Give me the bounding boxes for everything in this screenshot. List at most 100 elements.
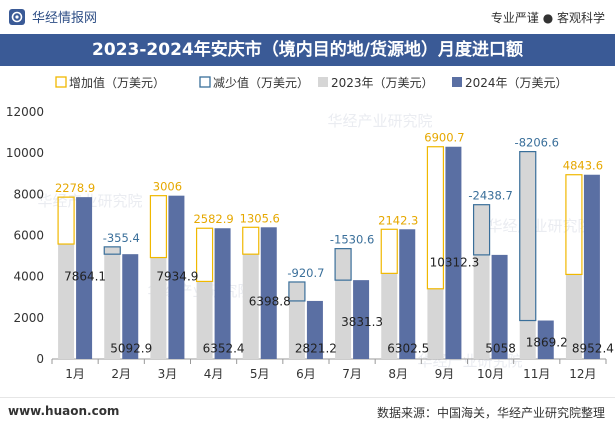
bar-2024 bbox=[260, 227, 277, 359]
legend-swatch-2023 bbox=[318, 77, 328, 87]
change-box-decrease bbox=[288, 281, 306, 302]
bar-2023 bbox=[196, 281, 213, 359]
bar-2024 bbox=[399, 229, 416, 359]
y-tick-label: 8000 bbox=[13, 187, 44, 201]
y-tick-label: 12000 bbox=[6, 105, 44, 119]
bar-2023 bbox=[242, 254, 259, 359]
change-box-increase bbox=[565, 174, 583, 276]
legend-swatch-decrease bbox=[199, 76, 211, 88]
value-label-2024: 6398.8 bbox=[249, 294, 291, 308]
x-tick-label: 10月 bbox=[477, 367, 504, 381]
x-tick-label: 3月 bbox=[158, 367, 178, 381]
footer: www.huaon.com 数据来源：中国海关，华经产业研究院整理 bbox=[0, 397, 615, 428]
bars bbox=[57, 146, 600, 359]
change-label: -2438.7 bbox=[468, 189, 512, 203]
change-box-decrease bbox=[334, 248, 352, 281]
bar-2024 bbox=[353, 280, 370, 359]
bar-2024 bbox=[491, 254, 508, 359]
footer-url: www.huaon.com bbox=[8, 404, 120, 418]
x-tick-label: 5月 bbox=[250, 367, 270, 381]
brand-logo-icon bbox=[9, 8, 25, 25]
axes: 0 2000 4000 6000 8000 10000 12000 1月 2月 3月 4月 5月 6月 7… bbox=[6, 105, 607, 381]
bar-2024 bbox=[76, 197, 93, 359]
x-tick-label: 2月 bbox=[111, 367, 131, 381]
change-box-increase bbox=[195, 227, 214, 283]
bar-2024 bbox=[306, 300, 323, 359]
x-tick-label: 7月 bbox=[342, 367, 362, 381]
x-tick-label: 9月 bbox=[435, 367, 455, 381]
bar-2024 bbox=[445, 146, 462, 359]
bar-2023 bbox=[381, 273, 398, 359]
x-tick-label: 4月 bbox=[204, 367, 224, 381]
bar-2024 bbox=[122, 254, 139, 359]
bar-2023 bbox=[473, 204, 490, 359]
bar-2023 bbox=[104, 246, 121, 359]
change-box-decrease bbox=[519, 151, 537, 322]
change-label: 2278.9 bbox=[55, 181, 95, 195]
y-tick-label: 0 bbox=[36, 352, 44, 366]
legend-label: 增加值（万美元） bbox=[69, 75, 165, 90]
y-tick-label: 10000 bbox=[6, 146, 44, 160]
bar-chart: 华经产业研究院华经产业研究院华经产业研究院华经产业研究院华经产业研究院 增加值（… bbox=[6, 75, 614, 381]
bar-2024 bbox=[537, 320, 554, 359]
chart-title: 2023-2024年安庆市（境内目的地/货源地）月度进口额 bbox=[92, 40, 523, 60]
y-tick-label: 2000 bbox=[13, 311, 44, 325]
bar-2023 bbox=[565, 274, 582, 359]
value-label-2024: 7934.9 bbox=[156, 270, 198, 284]
legend-label: 减少值（万美元） bbox=[213, 75, 309, 90]
value-label-2024: 8952.4 bbox=[572, 342, 614, 356]
change-box-decrease bbox=[472, 204, 491, 256]
bar-2024 bbox=[168, 195, 185, 359]
title-bar: 2023-2024年安庆市（境内目的地/货源地）月度进口额 bbox=[0, 34, 615, 66]
bar-2023 bbox=[519, 151, 536, 359]
x-tick-label: 1月 bbox=[65, 367, 85, 381]
value-label-2024: 3831.3 bbox=[341, 315, 383, 329]
brand-name: 华经情报网 bbox=[32, 11, 98, 26]
change-box-increase bbox=[57, 196, 75, 245]
change-box-increase bbox=[380, 228, 398, 274]
change-label: 2582.9 bbox=[193, 212, 233, 226]
x-tick-label: 11月 bbox=[523, 367, 550, 381]
change-box-decrease bbox=[103, 246, 121, 255]
legend: 增加值（万美元） 减少值（万美元） 2023年（万美元） 2024年（万美元） bbox=[55, 75, 568, 90]
value-label-2024: 5058 bbox=[485, 342, 516, 356]
watermark-text: 华经产业研究院 bbox=[487, 217, 592, 235]
change-label: 4843.6 bbox=[563, 159, 603, 173]
bar-2023 bbox=[58, 244, 75, 359]
x-tick-label: 6月 bbox=[296, 367, 316, 381]
change-label: 2142.3 bbox=[378, 213, 418, 227]
change-label: 3006 bbox=[153, 180, 182, 194]
change-label: -8206.6 bbox=[515, 136, 559, 150]
bar-2023 bbox=[427, 288, 444, 359]
legend-swatch-2024 bbox=[452, 77, 462, 87]
bar-2024 bbox=[583, 174, 600, 359]
slogan: 专业严谨 ● 客观科学 bbox=[490, 11, 605, 25]
bar-2023 bbox=[335, 248, 352, 359]
change-box-increase bbox=[242, 226, 260, 255]
y-tick-label: 6000 bbox=[13, 229, 44, 243]
value-label-2024: 7864.1 bbox=[64, 270, 106, 284]
value-label-2024: 6352.4 bbox=[203, 342, 245, 356]
data-labels: 2278.9 -355.4 3006 2582.9 1305.6 -920.7 -1530.… bbox=[55, 131, 614, 356]
change-label: -1530.6 bbox=[330, 233, 374, 247]
change-label: -355.4 bbox=[103, 231, 140, 245]
value-label-2024: 6302.5 bbox=[387, 342, 429, 356]
bar-2023 bbox=[150, 257, 167, 359]
change-box-increase bbox=[426, 146, 445, 290]
legend-swatch-increase bbox=[55, 76, 67, 88]
value-label-2024: 10312.3 bbox=[430, 255, 480, 269]
value-label-2024: 1869.2 bbox=[526, 336, 568, 350]
change-box-increase bbox=[149, 195, 168, 259]
change-label: 1305.6 bbox=[240, 211, 280, 225]
legend-label: 2024年（万美元） bbox=[465, 76, 568, 90]
change-label: 6900.7 bbox=[424, 131, 464, 145]
change-label: -920.7 bbox=[287, 266, 324, 280]
value-label-2024: 2821.2 bbox=[295, 342, 337, 356]
bar-2024 bbox=[214, 228, 231, 359]
footer-source: 数据来源：中国海关，华经产业研究院整理 bbox=[376, 406, 605, 420]
x-tick-label: 12月 bbox=[569, 367, 596, 381]
watermark-text: 华经产业研究院 bbox=[327, 112, 432, 130]
brand: 华经情报网 bbox=[8, 7, 97, 26]
value-label-2024: 5092.9 bbox=[110, 342, 152, 356]
x-tick-label: 8月 bbox=[388, 367, 408, 381]
